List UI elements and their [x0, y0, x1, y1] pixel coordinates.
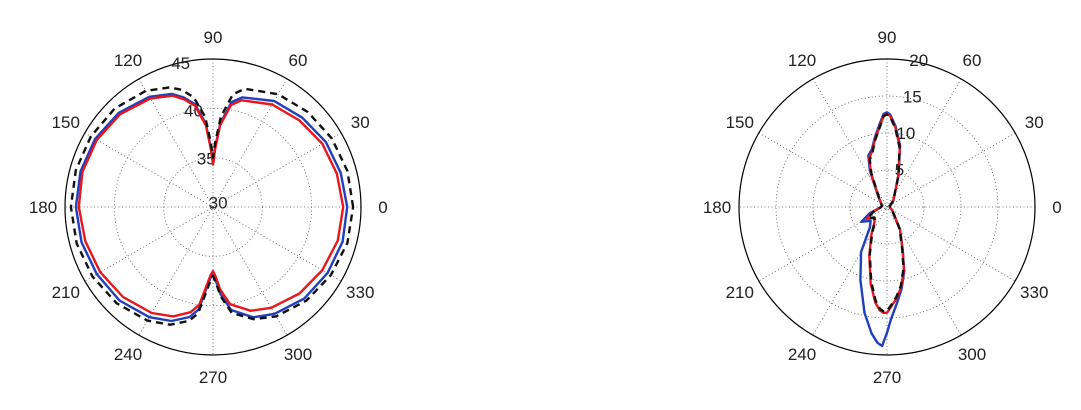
angle-tick-label: 210: [726, 283, 754, 302]
angle-tick-label: 0: [378, 198, 387, 217]
outer-ring: [64, 58, 362, 356]
angle-tick-label: 270: [199, 368, 227, 387]
series-line-1: [77, 94, 345, 318]
radial-tick-label: 10: [896, 124, 915, 143]
grid-ring: [812, 132, 962, 282]
angle-tick-label: 60: [289, 51, 308, 70]
angle-tick-label: 180: [703, 198, 731, 217]
radial-tick-label: 45: [171, 54, 190, 73]
radial-tick-label: 30: [209, 194, 228, 213]
angle-tick-label: 240: [114, 345, 142, 364]
angle-tick-label: 330: [346, 283, 374, 302]
angle-tick-label: 30: [1025, 113, 1044, 132]
grid-spoke: [758, 132, 1016, 282]
angle-tick-label: 30: [351, 113, 370, 132]
angle-tick-label: 120: [114, 51, 142, 70]
angle-tick-label: 300: [958, 345, 986, 364]
angle-tick-label: 210: [52, 283, 80, 302]
outer-ring: [738, 58, 1036, 356]
angle-tick-label: 240: [788, 345, 816, 364]
series-line-2: [69, 86, 355, 326]
angle-tick-label: 330: [1020, 283, 1048, 302]
grid-ring: [775, 95, 999, 319]
radial-tick-label: 40: [184, 102, 203, 121]
angle-tick-label: 150: [726, 113, 754, 132]
angle-tick-label: 300: [284, 345, 312, 364]
angle-tick-label: 60: [963, 51, 982, 70]
angle-tick-label: 180: [29, 198, 57, 217]
angle-tick-label: 120: [788, 51, 816, 70]
angle-tick-label: 150: [52, 113, 80, 132]
angle-tick-label: 90: [878, 28, 897, 47]
grid-ring: [849, 169, 925, 245]
angle-tick-label: 90: [204, 28, 223, 47]
angle-tick-label: 270: [873, 368, 901, 387]
radial-tick-label: 20: [909, 51, 928, 70]
series-line-1: [865, 112, 906, 314]
grid-ring: [113, 107, 313, 307]
radial-tick-label: 15: [903, 88, 922, 107]
grid-ring: [210, 204, 216, 210]
grid-ring: [163, 157, 263, 257]
angle-tick-label: 0: [1052, 198, 1061, 217]
